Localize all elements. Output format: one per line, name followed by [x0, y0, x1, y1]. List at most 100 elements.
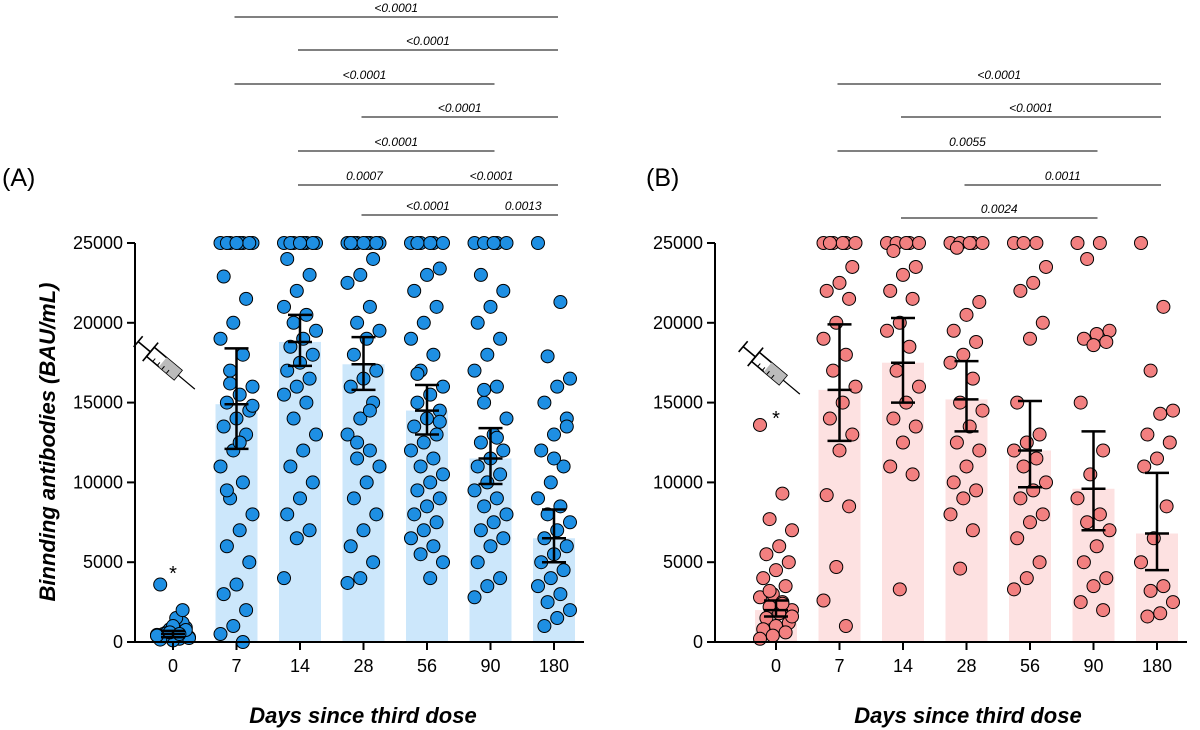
panel-a-point-14-24	[286, 411, 301, 426]
panel-a-point-7-15	[232, 387, 247, 402]
panel-b-point-0-22	[753, 631, 767, 646]
panel-b-point-0-9	[778, 579, 793, 594]
panel-b-point-90-1	[1092, 236, 1107, 250]
panel-b-point-14-4	[899, 236, 914, 250]
panel-a-point-180-17	[559, 539, 574, 554]
panel-a-comparison-label-4: <0.0001	[374, 135, 418, 149]
panel-a-point-14-11	[277, 299, 291, 314]
panel-a-point-56-12	[426, 347, 441, 362]
panel-b-point-28-11	[943, 355, 958, 370]
panel-b-point-7-10	[829, 315, 844, 330]
panel-b-x-tick-label-56: 56	[1020, 656, 1040, 676]
panel-b-point-90-17	[1099, 571, 1114, 586]
panel-b-point-14-11	[880, 323, 894, 338]
panel-b-point-7-13	[826, 363, 841, 378]
panel-a-point-28-8	[343, 236, 358, 250]
panel-a-point-90-8	[470, 315, 485, 330]
panel-a-point-180-22	[531, 579, 545, 594]
panel-a-point-14-13	[286, 315, 301, 330]
panel-a-point-56-4	[423, 236, 438, 250]
panel-a-y-tick-label-0: 0	[113, 632, 123, 652]
panel-b-point-56-10	[1019, 435, 1034, 450]
panel-a-point-56-16	[410, 395, 425, 410]
panel-b-point-0-20	[778, 625, 793, 640]
panel-a-point-7-27	[219, 539, 234, 554]
panel-a-point-56-36	[436, 555, 450, 570]
panel-a-point-7-12	[235, 347, 250, 362]
panel-a-point-14-31	[302, 523, 317, 538]
panel-b-comparison-label-2: 0.0055	[949, 135, 986, 149]
panel-b-point-14-13	[889, 363, 904, 378]
panel-a-comparison-label-3: <0.0001	[438, 101, 482, 115]
panel-a-point-7-30	[216, 587, 231, 602]
panel-a-point-14-30	[280, 507, 295, 522]
panel-a-point-90-14	[499, 411, 514, 426]
panel-a-point-7-23	[235, 475, 250, 490]
panel-a-point-90-11	[467, 363, 482, 378]
panel-b-point-180-16	[1140, 609, 1155, 624]
panel-a-point-28-31	[366, 555, 381, 570]
panel-a-x-tick-label-7: 7	[231, 656, 241, 676]
panel-b-point-14-16	[886, 411, 901, 426]
panel-b-y-tick-label-25000: 25000	[653, 233, 703, 253]
panel-b-point-56-12	[1029, 451, 1044, 466]
panel-a-point-14-10	[289, 283, 304, 298]
panel-a-comparison-label-5: 0.0007	[346, 169, 384, 183]
panel-b-point-7-7	[832, 275, 847, 290]
panel-b-point-7-21	[829, 559, 844, 574]
panel-b-point-180-14	[1166, 595, 1180, 610]
panel-b-point-56-13	[1016, 459, 1031, 474]
panel-b-point-28-3	[975, 236, 990, 250]
panel-a-point-56-8	[407, 283, 422, 298]
panel-b-point-56-18	[1023, 515, 1037, 530]
panel-a-point-14-17	[305, 347, 320, 362]
panel-b-point-14-19	[883, 459, 898, 474]
panel-a-point-56-9	[429, 299, 444, 314]
panel-b-point-28-16	[949, 435, 964, 450]
panel-a-point-14-23	[299, 395, 314, 410]
panel-a-point-7-33	[213, 627, 228, 642]
panel-b-point-180-6	[1162, 435, 1177, 450]
panel-b-point-56-21	[1019, 571, 1034, 586]
panel-a-comparison-label-6: <0.0001	[470, 169, 514, 183]
panel-a-point-14-6	[305, 236, 320, 250]
panel-a-point-14-28	[305, 475, 320, 490]
panel-a-point-28-21	[353, 411, 368, 426]
panel-b-comparison-label-4: 0.0024	[981, 202, 1018, 216]
panel-a-point-7-36	[245, 398, 260, 413]
panel-b-syringe-icon	[738, 340, 801, 395]
panel-a-point-180-15	[550, 523, 565, 538]
panel-b-x-tick-label-7: 7	[834, 656, 844, 676]
panel-a-point-7-22	[213, 459, 228, 474]
panel-a-y-axis-title: Binnding antibodies (BAU/mL)	[35, 283, 60, 602]
panel-a-point-180-26	[550, 611, 565, 626]
panel-b-plot: * 0 5000 10000 15000 20000 25000 0 7 14 28 56 90 180 <…	[653, 68, 1187, 676]
panel-a-point-56-31	[429, 515, 444, 530]
panel-b-point-90-8	[1073, 395, 1088, 410]
panel-a-point-180-12	[553, 499, 568, 514]
panel-a-point-90-12	[489, 379, 504, 394]
panel-b-point-90-19	[1073, 595, 1088, 610]
panel-b-point-28-22	[943, 507, 958, 522]
panel-b-point-7-5	[822, 236, 837, 250]
panel-a-point-14-15	[296, 331, 311, 346]
panel-b-point-56-19	[1010, 531, 1025, 546]
panel-a-point-0-8	[153, 577, 168, 592]
panel-a-point-56-7	[420, 267, 434, 282]
panel-a-point-90-7	[483, 299, 498, 314]
panel-a-point-90-35	[477, 382, 492, 397]
panel-b-point-14-8	[883, 283, 898, 298]
panel-a-point-7-10	[226, 315, 241, 330]
panel-a-point-7-19	[216, 419, 231, 434]
panel-a-point-7-7	[229, 236, 244, 250]
panel-a-point-56-10	[416, 315, 431, 330]
panel-a-point-28-35	[350, 435, 365, 450]
panel-a-point-90-27	[473, 523, 488, 538]
panel-b-point-7-22	[816, 593, 831, 608]
panel-a-point-90-22	[467, 483, 482, 498]
panel-b-point-180-9	[1159, 499, 1174, 514]
panel-b-point-0-21	[765, 628, 780, 643]
panel-b-point-180-13	[1143, 583, 1158, 598]
panel-a-point-28-22	[340, 427, 355, 442]
panel-a-point-28-24	[350, 451, 365, 466]
